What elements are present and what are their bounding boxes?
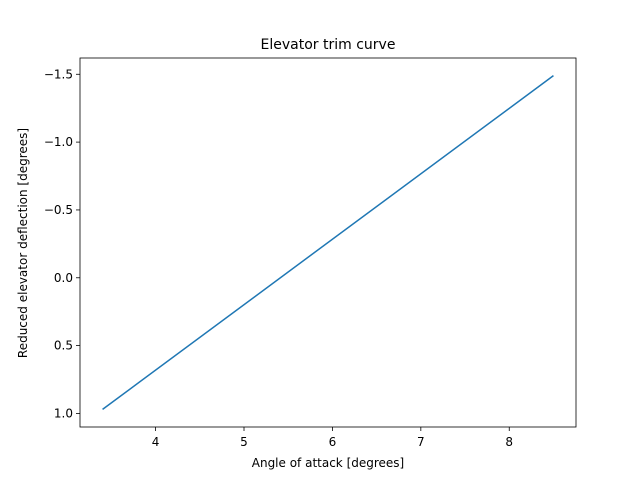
axes-frame <box>79 57 577 428</box>
x-axis-title: Angle of attack [degrees] <box>252 456 405 470</box>
series-line-0 <box>102 75 554 410</box>
y-tick-label: 0.0 <box>54 271 73 285</box>
x-tick-label: 4 <box>152 435 160 449</box>
y-tick-label: 1.0 <box>54 406 73 420</box>
y-tick-label: −1.0 <box>44 135 73 149</box>
y-tick-label: −1.5 <box>44 67 73 81</box>
y-tick-label: −0.5 <box>44 203 73 217</box>
x-tick-label: 5 <box>240 435 248 449</box>
y-axis-title: Reduced elevator deflection [degrees] <box>16 128 30 358</box>
x-tick-label: 7 <box>417 435 425 449</box>
x-tick-label: 8 <box>505 435 513 449</box>
y-tick-label: 0.5 <box>54 339 73 353</box>
chart-title: Elevator trim curve <box>261 37 396 53</box>
x-tick-label: 6 <box>329 435 337 449</box>
plot-area: 4 5 6 7 8 −1.5 −1.0 −0.5 0.0 0.5 1.0 <box>44 57 577 449</box>
